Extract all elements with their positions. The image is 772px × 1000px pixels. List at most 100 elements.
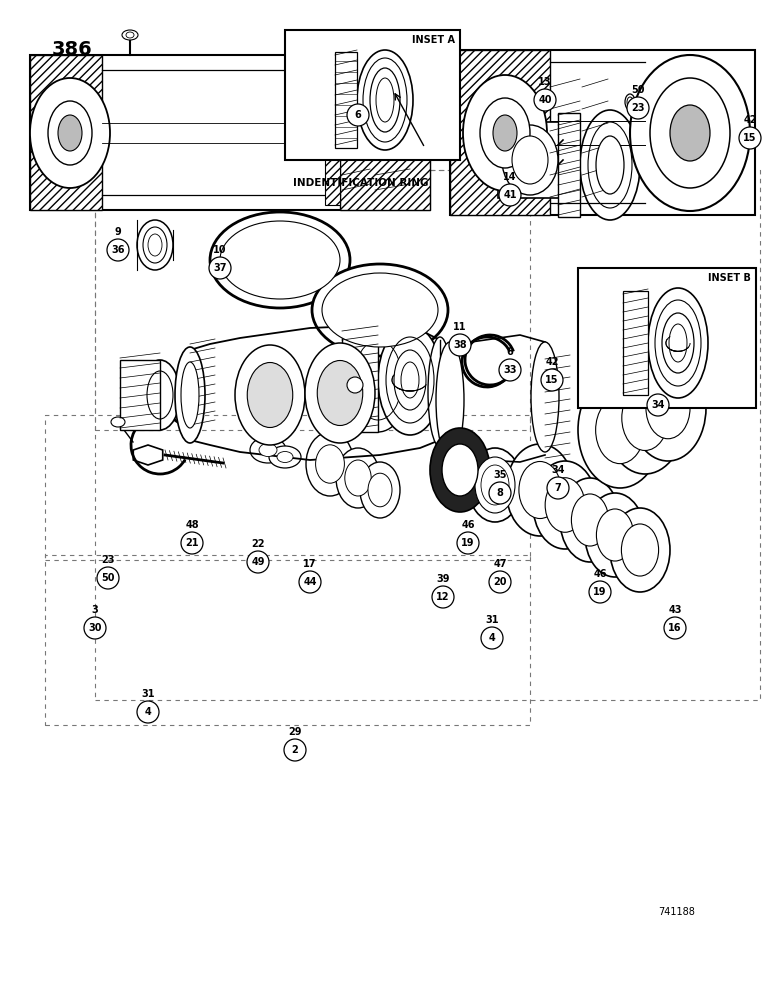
Text: 4: 4 <box>144 707 151 717</box>
Ellipse shape <box>111 417 125 427</box>
Ellipse shape <box>394 350 426 410</box>
Ellipse shape <box>235 345 305 445</box>
Ellipse shape <box>347 377 363 393</box>
Ellipse shape <box>605 362 685 474</box>
Text: 13: 13 <box>538 77 552 87</box>
Ellipse shape <box>648 288 708 398</box>
Circle shape <box>432 586 454 608</box>
Ellipse shape <box>357 50 413 150</box>
Ellipse shape <box>533 461 597 549</box>
Ellipse shape <box>627 97 633 107</box>
Ellipse shape <box>468 448 522 522</box>
Bar <box>325 60 340 205</box>
Bar <box>498 122 563 198</box>
Text: 48: 48 <box>185 520 199 530</box>
Text: 35: 35 <box>493 470 506 480</box>
Ellipse shape <box>316 445 344 483</box>
Text: 19: 19 <box>593 587 607 597</box>
Ellipse shape <box>317 360 363 426</box>
Circle shape <box>664 617 686 639</box>
Ellipse shape <box>30 78 110 188</box>
Circle shape <box>481 627 503 649</box>
Ellipse shape <box>463 75 547 191</box>
Text: INSET B: INSET B <box>708 273 751 283</box>
Ellipse shape <box>143 227 167 263</box>
Ellipse shape <box>48 101 92 165</box>
Ellipse shape <box>360 462 400 518</box>
Ellipse shape <box>122 30 138 40</box>
Text: 40: 40 <box>538 95 552 105</box>
Text: 10: 10 <box>213 245 227 255</box>
Text: 31: 31 <box>141 689 154 699</box>
Text: 50: 50 <box>101 573 115 583</box>
Circle shape <box>137 701 159 723</box>
Text: 33: 33 <box>503 365 516 375</box>
Ellipse shape <box>481 465 509 505</box>
Circle shape <box>489 482 511 504</box>
Ellipse shape <box>519 461 561 519</box>
Circle shape <box>541 369 563 391</box>
Ellipse shape <box>345 460 371 496</box>
Circle shape <box>181 532 203 554</box>
Ellipse shape <box>322 273 438 347</box>
Ellipse shape <box>531 342 559 452</box>
Ellipse shape <box>512 136 548 184</box>
Text: 44: 44 <box>303 577 317 587</box>
Ellipse shape <box>306 432 354 496</box>
Bar <box>285 30 460 160</box>
Text: 14: 14 <box>503 172 516 182</box>
Circle shape <box>499 359 521 381</box>
Bar <box>623 291 648 395</box>
Ellipse shape <box>137 220 173 270</box>
Bar <box>578 268 756 408</box>
Ellipse shape <box>247 362 293 428</box>
Ellipse shape <box>596 136 624 194</box>
Text: 39: 39 <box>436 574 450 584</box>
Ellipse shape <box>571 494 608 546</box>
Ellipse shape <box>430 428 490 512</box>
Text: 741188: 741188 <box>658 907 695 917</box>
Text: 7: 7 <box>554 483 561 493</box>
Circle shape <box>107 239 129 261</box>
Text: 23: 23 <box>631 103 645 113</box>
Ellipse shape <box>560 478 620 562</box>
Ellipse shape <box>610 508 670 592</box>
Ellipse shape <box>621 386 669 450</box>
Ellipse shape <box>305 343 375 443</box>
Circle shape <box>739 127 761 149</box>
Circle shape <box>347 104 369 126</box>
Ellipse shape <box>442 444 478 496</box>
Circle shape <box>627 97 649 119</box>
Text: 21: 21 <box>185 538 198 548</box>
Text: INSET A: INSET A <box>412 35 455 45</box>
Text: 9: 9 <box>114 227 121 237</box>
Bar <box>450 50 550 215</box>
Ellipse shape <box>368 473 392 507</box>
Circle shape <box>489 571 511 593</box>
Text: 43: 43 <box>669 605 682 615</box>
Ellipse shape <box>630 55 750 211</box>
Text: 38: 38 <box>453 340 467 350</box>
Text: 37: 37 <box>213 263 227 273</box>
Ellipse shape <box>220 221 340 299</box>
Text: 46: 46 <box>593 569 607 579</box>
Text: 4: 4 <box>489 633 496 643</box>
Text: INDENTIFICATION RING: INDENTIFICATION RING <box>293 178 428 188</box>
Ellipse shape <box>312 264 448 356</box>
Text: 31: 31 <box>486 615 499 625</box>
Polygon shape <box>134 445 163 465</box>
Text: 42: 42 <box>743 115 757 125</box>
Text: 46: 46 <box>461 520 475 530</box>
Circle shape <box>449 334 471 356</box>
Ellipse shape <box>646 377 690 439</box>
Text: 11: 11 <box>453 322 467 332</box>
Circle shape <box>499 184 521 206</box>
Text: 15: 15 <box>743 133 757 143</box>
Bar <box>450 50 755 215</box>
Ellipse shape <box>502 125 558 195</box>
Ellipse shape <box>436 342 464 458</box>
Text: 15: 15 <box>545 375 559 385</box>
Ellipse shape <box>475 457 515 513</box>
Bar <box>30 55 102 210</box>
Text: 22: 22 <box>251 539 265 549</box>
